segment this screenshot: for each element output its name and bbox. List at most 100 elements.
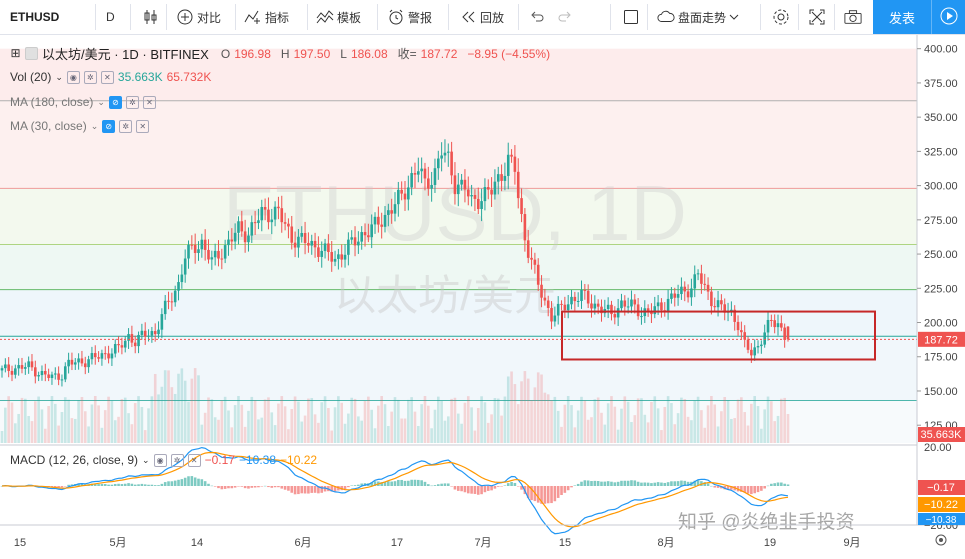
chevron-down-icon[interactable]: ⌄: [55, 71, 63, 82]
candle-body: [63, 366, 67, 380]
candle-body: [310, 240, 314, 246]
collapse-toggle[interactable]: ⊞: [10, 46, 21, 60]
candle-body: [516, 171, 520, 199]
close-icon[interactable]: ✕: [142, 95, 156, 109]
volume-bar: [130, 424, 134, 443]
close-icon[interactable]: ✕: [100, 70, 114, 84]
play-button[interactable]: [931, 0, 965, 34]
price-chart[interactable]: ETHUSD, 1D 以太坊/美元 知乎 @炎绝韭手投资 400.00375.0…: [0, 35, 965, 556]
volume-bar: [60, 412, 64, 443]
macd-bar: [203, 481, 207, 486]
alert-button[interactable]: 警报: [387, 0, 432, 34]
macd-bar: [526, 486, 530, 499]
ma180-legend[interactable]: MA (180, close) ⌄ ⊘ ✲ ✕: [10, 95, 156, 109]
symbol-search[interactable]: ETHUSD: [10, 0, 59, 34]
snapshot-button[interactable]: [844, 0, 862, 34]
settings-button[interactable]: [772, 0, 790, 34]
publish-button[interactable]: 发表: [873, 0, 931, 34]
volume-bar: [440, 401, 443, 443]
close-icon[interactable]: ✕: [136, 119, 150, 133]
macd-bar: [473, 486, 477, 494]
macd-bar: [117, 483, 120, 486]
volume-bar: [170, 387, 174, 443]
gear-icon[interactable]: ✲: [83, 70, 97, 84]
macd-bar: [510, 482, 513, 486]
candle-body: [563, 304, 567, 311]
volume-bar: [160, 386, 164, 443]
main-legend[interactable]: ⊞ 以太坊/美元 · 1D · BITFINEX O 196.98 H 197.50…: [10, 44, 550, 63]
macd-bar: [620, 480, 623, 486]
macd-bar: [436, 484, 440, 486]
chart-area[interactable]: ETHUSD, 1D 以太坊/美元 知乎 @炎绝韭手投资 400.00 375.0…: [0, 35, 965, 556]
time-axis[interactable]: 15 5月 14 6月 17 7月 15 8月 19 9月: [14, 537, 861, 549]
eye-icon[interactable]: ◉: [66, 70, 80, 84]
volume-legend[interactable]: Vol (20) ⌄ ◉ ✲ ✕ 35.663K 65.732K: [10, 70, 211, 84]
macd-bar: [137, 484, 140, 486]
macd-bar: [80, 483, 84, 486]
candle-body: [323, 243, 327, 251]
hidden-eye-icon[interactable]: ⊘: [102, 119, 116, 133]
candle-body: [710, 291, 713, 307]
volume-bar: [67, 399, 70, 443]
candle-body: [486, 187, 490, 190]
chevron-down-icon[interactable]: ⌄: [97, 96, 105, 107]
candle-body: [753, 347, 756, 356]
time-tick-label: 19: [764, 537, 776, 549]
layout-button[interactable]: [622, 0, 640, 34]
macd-bar: [300, 486, 304, 494]
volume-bar: [383, 404, 387, 443]
hidden-eye-icon[interactable]: ⊘: [108, 95, 122, 109]
axis-settings-icon[interactable]: [935, 534, 947, 546]
candle-body: [493, 181, 497, 195]
close-icon[interactable]: ✕: [187, 453, 201, 467]
volume-bar: [616, 429, 620, 443]
macd-bar: [323, 486, 327, 492]
eye-icon[interactable]: ◉: [153, 453, 167, 467]
chevron-down-icon[interactable]: ⌄: [90, 120, 99, 131]
volume-bar: [207, 397, 210, 443]
gear-icon[interactable]: ✲: [170, 453, 184, 467]
square-icon: [622, 8, 640, 26]
gear-icon[interactable]: ✲: [119, 119, 133, 133]
signal-value: −10.22: [280, 453, 318, 467]
gear-icon[interactable]: ✲: [125, 95, 139, 109]
candle-body: [680, 286, 683, 295]
macd-bar: [340, 486, 344, 491]
market-trend-button[interactable]: 盘面走势: [657, 0, 739, 34]
candle-body: [4, 364, 7, 369]
volume-bar: [333, 407, 337, 443]
ma30-legend[interactable]: MA (30, close) ⌄ ⊘ ✲ ✕: [10, 119, 150, 133]
macd-bar: [380, 482, 383, 486]
volume-bar: [390, 411, 393, 443]
volume-bar: [563, 404, 567, 443]
interval-button[interactable]: D: [106, 0, 115, 34]
chevron-down-icon[interactable]: ⌄: [142, 454, 150, 465]
macd-bar: [573, 485, 577, 486]
compare-button[interactable]: 对比: [176, 0, 221, 34]
candle-body: [50, 374, 54, 379]
fullscreen-button[interactable]: [808, 0, 826, 34]
candle-body: [513, 156, 517, 172]
redo-button[interactable]: [556, 0, 574, 34]
replay-button[interactable]: 回放: [459, 0, 504, 34]
chart-type-button[interactable]: [142, 0, 160, 34]
volume-bar: [763, 409, 766, 443]
volume-bar: [736, 399, 740, 443]
macd-bar: [673, 481, 677, 486]
candle-body: [443, 152, 447, 156]
macd-bar: [503, 485, 507, 486]
candle-body: [706, 284, 710, 292]
indicators-button[interactable]: 指标: [244, 0, 289, 34]
volume-bar: [453, 397, 457, 443]
volume-bar: [14, 423, 17, 443]
templates-button[interactable]: 模板: [316, 0, 361, 34]
volume-bar: [117, 416, 120, 443]
volume-bar: [347, 413, 350, 443]
macd-legend[interactable]: MACD (12, 26, close, 9) ⌄ ◉ ✲ ✕ −0.17 −1…: [10, 453, 317, 467]
candle-body: [363, 232, 367, 236]
price-axis[interactable]: 400.00 375.00 350.00 325.00 300.00 275.00 250.…: [917, 44, 958, 433]
volume-bar: [287, 429, 290, 443]
undo-button[interactable]: [528, 0, 546, 34]
current-price-value: 187.72: [924, 334, 958, 346]
volume-bar: [263, 399, 267, 443]
